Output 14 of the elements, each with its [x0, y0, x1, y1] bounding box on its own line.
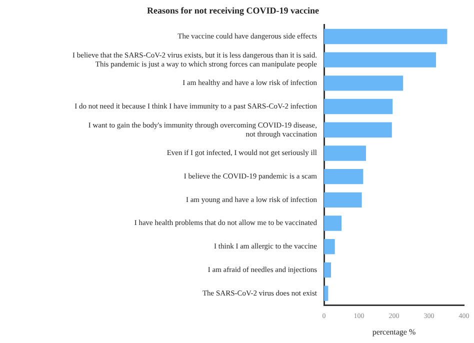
bar: [324, 286, 328, 301]
text: Reasons for not receiving COVID-19 vaccine: [147, 6, 319, 16]
bar: [324, 262, 331, 278]
bar: [324, 192, 362, 208]
bar: [324, 98, 393, 114]
bar: [324, 122, 392, 138]
bar: [324, 239, 335, 254]
bar: [324, 168, 364, 184]
bar: [324, 216, 342, 231]
bar: [324, 76, 404, 91]
bar: [324, 28, 448, 44]
x-axis-title: percentage %: [372, 327, 416, 336]
bar: [324, 52, 436, 68]
bar: [324, 146, 366, 161]
